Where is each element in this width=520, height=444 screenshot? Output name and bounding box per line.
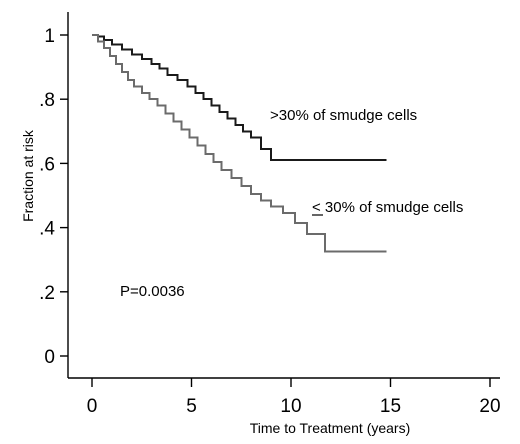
- y-tick-label: .8: [39, 90, 55, 111]
- svg-text:< 30% of smudge cells: < 30% of smudge cells: [312, 199, 463, 216]
- series-high-smudge-line: [92, 34, 387, 162]
- y-tick-label: .4: [39, 219, 55, 240]
- x-tick-label: 5: [186, 396, 197, 417]
- x-tick-label: 15: [380, 396, 401, 417]
- series-label-low: < 30% of smudge cells: [312, 199, 463, 216]
- x-axis-label: Time to Treatment (years): [250, 420, 411, 436]
- axes: [67, 12, 500, 379]
- p-value-annotation: P=0.0036: [120, 283, 185, 300]
- y-tick-label: 1: [44, 26, 55, 47]
- x-ticks: 0 5 10 15 20: [87, 378, 501, 417]
- y-tick-label: 0: [44, 347, 55, 368]
- series-label-low-text: 30% of smudge cells: [321, 199, 464, 216]
- x-tick-label: 0: [87, 396, 98, 417]
- y-tick-label: .2: [39, 283, 55, 304]
- series-label-low-symbol: <: [312, 199, 321, 216]
- y-axis-label: Fraction at risk: [20, 129, 36, 222]
- series-label-high: >30% of smudge cells: [270, 107, 417, 124]
- x-tick-label: 10: [280, 396, 301, 417]
- survival-curves: [92, 34, 387, 253]
- x-tick-label: 20: [479, 396, 500, 417]
- series-low-smudge-line: [92, 34, 387, 253]
- y-ticks: 0 .2 .4 .6 .8 1: [39, 26, 68, 368]
- y-tick-label: .6: [39, 154, 55, 175]
